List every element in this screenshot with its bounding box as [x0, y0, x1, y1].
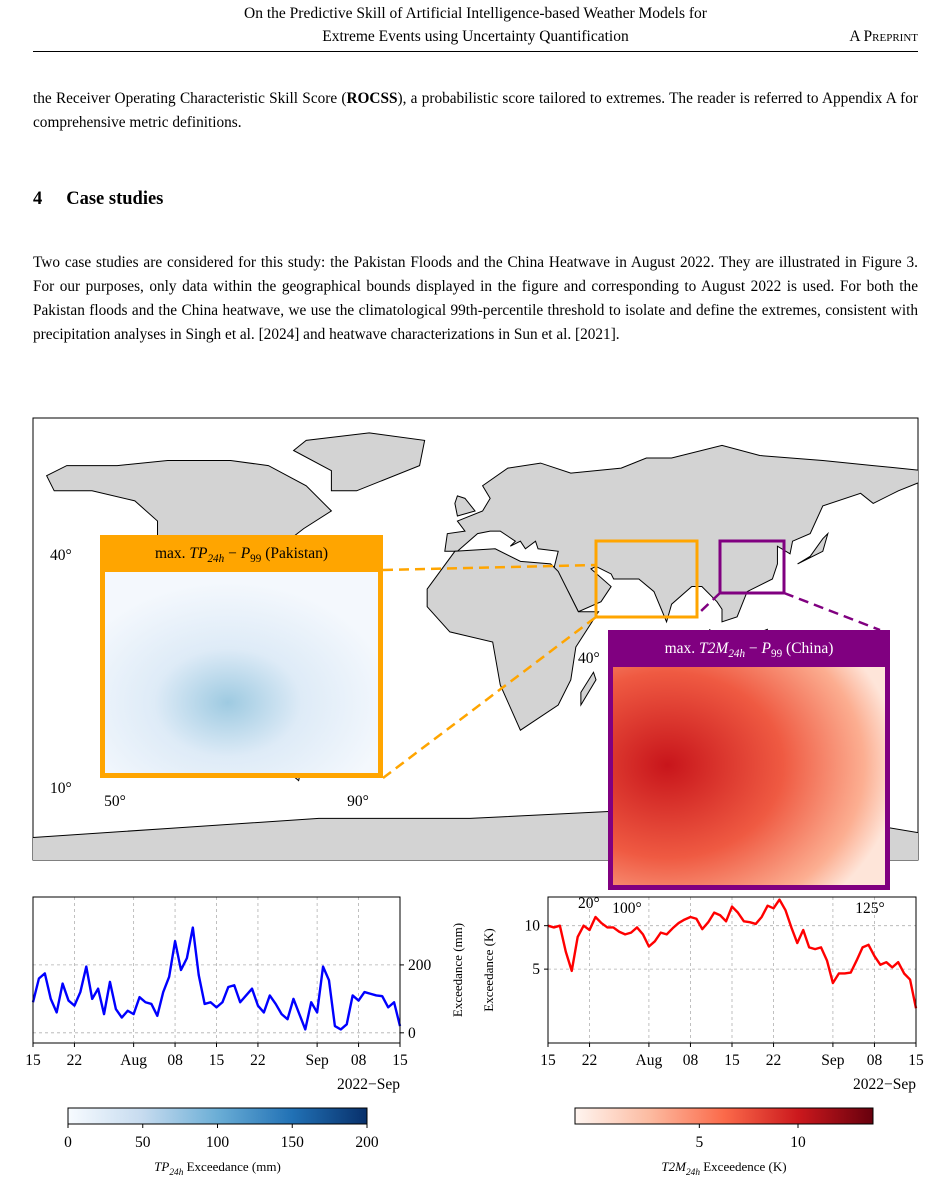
x-tick-label: 22	[250, 1052, 266, 1069]
label: max. TP24h − P99 (Pakistan)	[155, 545, 328, 565]
section-number: 4	[33, 189, 43, 209]
label-part: (China)	[782, 640, 833, 657]
landmass	[797, 531, 829, 565]
x-tick-label: 22	[766, 1052, 782, 1069]
label-part: TP	[154, 1159, 169, 1174]
axes-frame	[547, 896, 917, 1044]
label-part: 24h	[169, 1168, 183, 1178]
lon-label: 125°	[855, 900, 884, 917]
lat-label: 40°	[578, 650, 600, 667]
x-tick-label: 15	[209, 1052, 225, 1069]
colorbar-tick-label: 10	[790, 1134, 806, 1151]
colorbar-tick-label: 50	[135, 1134, 151, 1151]
x-tick-label: 08	[167, 1052, 183, 1069]
label-part: Exceedance (mm)	[183, 1159, 280, 1174]
label-part: 99	[250, 553, 262, 565]
label-part: max.	[155, 545, 189, 562]
x-tick-label: 08	[351, 1052, 367, 1069]
section-title: Case studies	[66, 189, 164, 209]
label-part: P	[761, 640, 772, 657]
inset-map	[105, 572, 378, 773]
y-tick-label: 200	[408, 957, 432, 974]
y-axis-label: Exceedance (K)	[481, 928, 496, 1011]
header-title-line: On the Predictive Skill of Artificial In…	[244, 5, 707, 22]
label-part: (Pakistan)	[261, 545, 328, 562]
colorbar-tick-label: 150	[281, 1134, 305, 1151]
x-tick-label: 15	[724, 1052, 740, 1069]
x-tick-label: 08	[867, 1052, 883, 1069]
label-part: −	[745, 640, 762, 657]
label: T2M24h Exceedence (K)	[661, 1159, 786, 1178]
connector	[382, 563, 597, 572]
landmass	[580, 671, 597, 707]
header-rule	[33, 51, 918, 52]
label-part: 99	[771, 648, 783, 660]
label-part: 24h	[207, 553, 224, 565]
label-part: P	[240, 545, 251, 562]
x-offset-label: 2022−Sep	[337, 1076, 400, 1093]
x-tick-label: Aug	[636, 1052, 663, 1069]
label-part: T2M	[661, 1159, 687, 1174]
running-label: A Preprint	[849, 28, 918, 45]
data-line	[31, 926, 402, 1031]
x-tick-label: Sep	[306, 1052, 330, 1069]
lat-label: 10°	[50, 780, 72, 797]
colorbar-tick-label: 100	[206, 1134, 230, 1151]
colorbar-tick-label: 0	[64, 1134, 72, 1151]
lat-label: 40°	[50, 547, 72, 564]
label-part: 24h	[728, 648, 745, 660]
text: ), a probabilistic score tailored to ext…	[33, 90, 919, 131]
region-box	[718, 539, 786, 595]
x-tick-label: 15	[540, 1052, 556, 1069]
label-part: 24h	[686, 1168, 700, 1178]
connector	[382, 616, 597, 779]
connector	[699, 592, 721, 613]
region-box	[594, 539, 699, 619]
x-offset-label: 2022−Sep	[853, 1076, 916, 1093]
y-tick-label: 5	[532, 961, 540, 978]
lat-label: 20°	[578, 895, 600, 912]
y-tick-label: 0	[408, 1025, 416, 1042]
data-line	[547, 898, 918, 1009]
x-tick-label: 15	[392, 1052, 408, 1069]
label-part: T2M	[699, 640, 729, 657]
section-heading: 4 Case studies	[33, 189, 163, 210]
paragraph: the Receiver Operating Characteristic Sk…	[33, 87, 918, 134]
bold-text: ROCSS	[346, 90, 398, 107]
x-tick-label: 15	[908, 1052, 924, 1069]
x-tick-label: 22	[582, 1052, 598, 1069]
x-tick-label: Aug	[120, 1052, 147, 1069]
inset-map	[613, 667, 885, 885]
label-part: max.	[665, 640, 699, 657]
lon-label: 50°	[104, 793, 126, 810]
landmass	[426, 548, 600, 731]
y-axis-label: Exceedance (mm)	[450, 923, 465, 1017]
header-title-line: Extreme Events using Uncertainty Quantif…	[322, 28, 629, 45]
landmass	[292, 432, 426, 492]
colorbar-tick-label: 200	[355, 1134, 379, 1151]
lon-label: 100°	[612, 900, 641, 917]
x-tick-label: Sep	[821, 1052, 845, 1069]
label: max. T2M24h − P99 (China)	[665, 640, 834, 660]
label-part: −	[224, 545, 241, 562]
text: the Receiver Operating Characteristic Sk…	[33, 90, 347, 107]
landmass	[444, 444, 918, 624]
x-tick-label: 15	[25, 1052, 41, 1069]
colorbar-tick-label: 5	[695, 1134, 703, 1151]
y-tick-label: 10	[525, 918, 541, 935]
x-tick-label: 08	[683, 1052, 699, 1069]
label-part: Exceedence (K)	[700, 1159, 787, 1174]
colorbar	[574, 1107, 874, 1125]
paragraph: Two case studies are considered for this…	[33, 254, 918, 343]
lon-label: 90°	[347, 793, 369, 810]
label: TP24h Exceedance (mm)	[154, 1159, 281, 1178]
label-part: TP	[189, 545, 208, 562]
colorbar	[67, 1107, 368, 1125]
axes-frame	[32, 896, 401, 1044]
connector	[783, 591, 881, 632]
landmass	[454, 495, 476, 517]
x-tick-label: 22	[67, 1052, 83, 1069]
